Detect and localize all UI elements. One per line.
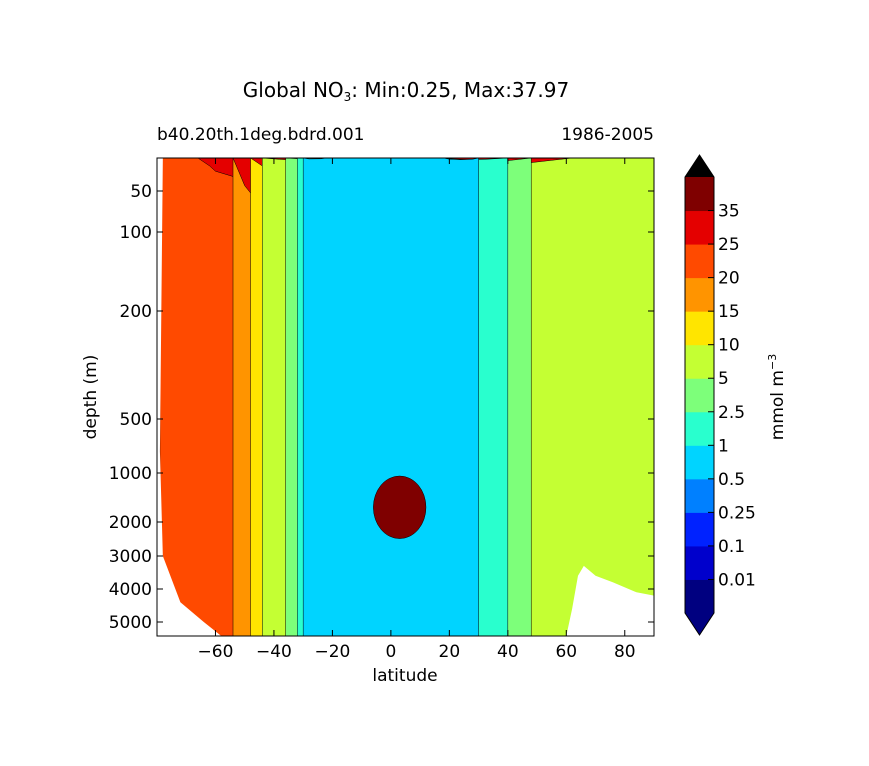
- colorbar-label: mmol m−3: [766, 354, 788, 440]
- colorbar-segment: [685, 445, 714, 480]
- colorbar-tick-label: 15: [718, 302, 740, 322]
- subtitle-left: b40.20th.1deg.bdrd.001: [157, 125, 365, 145]
- y-tick-label: 5000: [109, 613, 152, 633]
- y-tick-label: 2000: [109, 513, 152, 533]
- colorbar-tick-label: 35: [718, 202, 740, 222]
- colorbar-segment: [685, 210, 714, 245]
- contour-band-0.5: [302, 158, 479, 636]
- y-axis-label: depth (m): [81, 355, 101, 440]
- x-axis: −60 −40 −20 0 20 40 60 80: [198, 158, 636, 662]
- colorbar: 0.01 0.1 0.25 0.5 1 2.5 5 10 15 20 25 35: [684, 154, 756, 636]
- x-tick-label: −20: [314, 642, 350, 662]
- colorbar-extend-min: [685, 613, 714, 635]
- colorbar-segment: [685, 277, 714, 312]
- colorbar-segment: [685, 545, 714, 580]
- colorbar-tick-label: 0.5: [718, 470, 745, 490]
- chart-title: Global NO3: Min:0.25, Max:37.97: [242, 78, 570, 104]
- colorbar-tick-label: 0.1: [718, 537, 745, 557]
- colorbar-segment: [685, 579, 714, 614]
- y-tick-label: 4000: [109, 580, 152, 600]
- colorbar-segment: [685, 177, 714, 212]
- x-tick-label: 20: [439, 642, 461, 662]
- colorbar-segment: [685, 411, 714, 446]
- y-tick-label: 100: [120, 223, 152, 243]
- colorbar-extend-max: [685, 155, 714, 177]
- colorbar-segment: [685, 478, 714, 513]
- x-tick-label: −60: [198, 642, 234, 662]
- colorbar-segment: [685, 344, 714, 379]
- plot-area: [157, 158, 654, 636]
- y-tick-label: 50: [130, 182, 152, 202]
- colorbar-tick-label: 5: [718, 369, 729, 389]
- y-tick-label: 200: [120, 302, 152, 322]
- nodata-arctic-shelf-gap: [566, 565, 654, 636]
- colorbar-tick-label: 0.25: [718, 503, 756, 523]
- colorbar-tick-label: 20: [718, 269, 740, 289]
- y-axis: 50 100 200 500 1000 2000 3000 4000 5000: [109, 182, 654, 633]
- colorbar-tick-label: 0.01: [718, 570, 756, 590]
- x-axis-label: latitude: [372, 666, 437, 686]
- plot-frame: [156, 157, 655, 637]
- contour-band-35: [373, 475, 427, 539]
- y-tick-label: 500: [120, 410, 152, 430]
- colorbar-tick-label: 10: [718, 336, 740, 356]
- nodata-antarctic-margin: [157, 158, 222, 636]
- y-tick-label: 1000: [109, 464, 152, 484]
- colorbar-tick-label: 2.5: [718, 403, 745, 423]
- colorbar-segment: [685, 244, 714, 279]
- x-tick-label: 60: [555, 642, 577, 662]
- colorbar-tick-label: 1: [718, 436, 729, 456]
- subtitle-right: 1986-2005: [561, 125, 654, 145]
- x-tick-label: 40: [497, 642, 519, 662]
- y-tick-label: 3000: [109, 547, 152, 567]
- colorbar-segment: [685, 512, 714, 547]
- x-tick-label: 80: [614, 642, 636, 662]
- x-tick-label: −40: [256, 642, 292, 662]
- colorbar-segment: [685, 311, 714, 346]
- colorbar-outline: [684, 154, 715, 636]
- x-tick-label: 0: [385, 642, 396, 662]
- colorbar-segment: [685, 378, 714, 413]
- colorbar-tick-label: 25: [718, 235, 740, 255]
